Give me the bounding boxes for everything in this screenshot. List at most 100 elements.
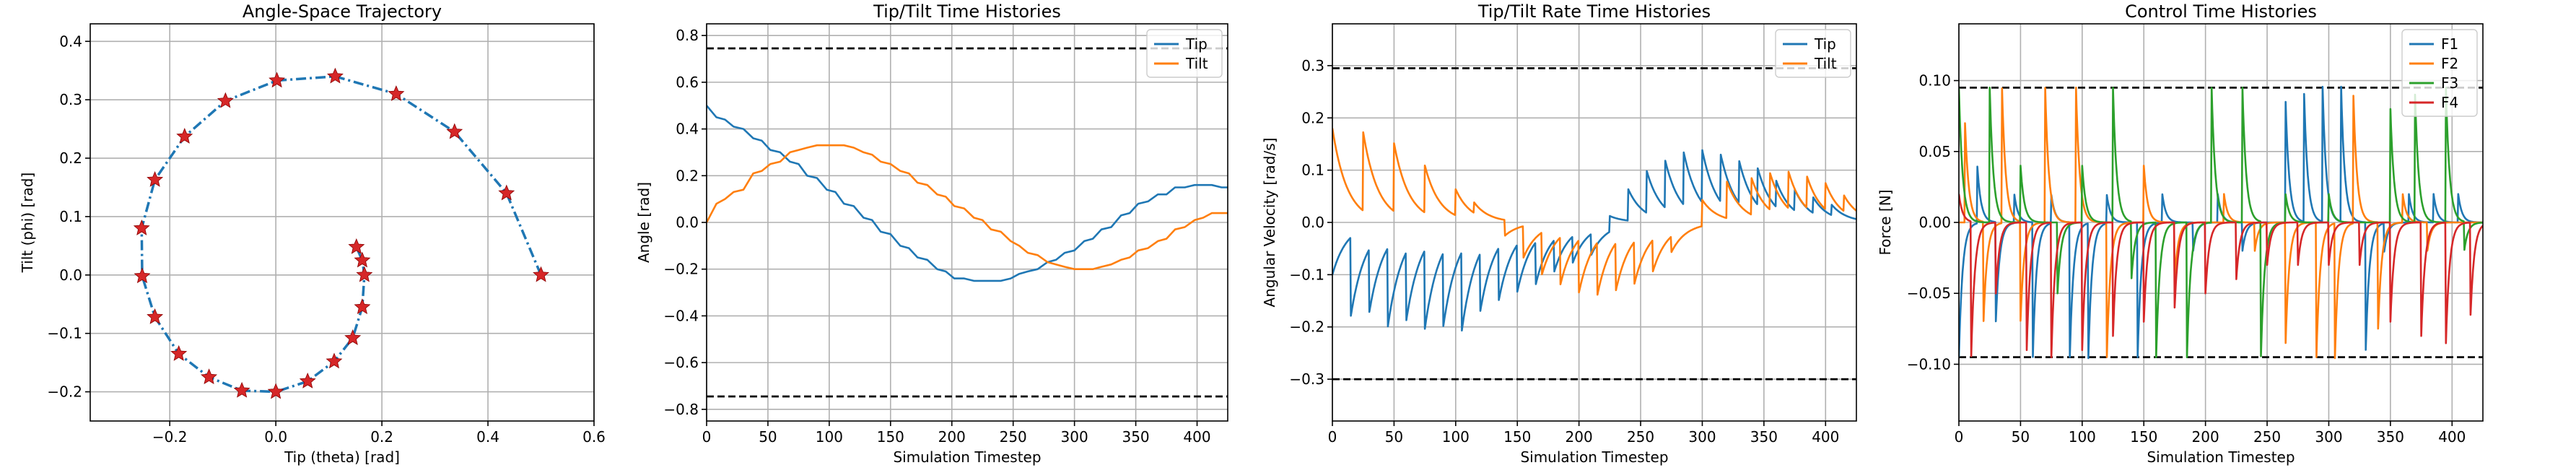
y-axis-label: Tilt (phi) [rad] (19, 173, 36, 274)
series-line-trajectory (140, 75, 543, 394)
plot-area (707, 105, 1228, 282)
x-axis-label: Simulation Timestep (893, 448, 1041, 466)
star-marker (348, 238, 365, 254)
plot-area (1332, 128, 1856, 331)
star-marker (498, 184, 515, 201)
star-marker (299, 372, 316, 389)
x-tick-label: 100 (816, 428, 843, 446)
x-tick-label: 0 (1328, 428, 1337, 446)
series-line-tip (707, 105, 1228, 282)
plot-area (133, 67, 550, 399)
star-marker (201, 368, 217, 385)
x-axis-label: Simulation Timestep (2147, 448, 2295, 466)
x-tick-label: 200 (938, 428, 966, 446)
x-tick-label: 200 (1566, 428, 1593, 446)
x-axis-label: Simulation Timestep (1520, 448, 1668, 466)
legend: F1 F2 F3 F4 (2401, 29, 2478, 117)
y-tick-label: 0.3 (59, 91, 82, 108)
x-tick-label: 250 (1000, 428, 1027, 446)
x-tick-label: 100 (2069, 428, 2096, 446)
star-marker (267, 383, 284, 399)
star-marker (217, 92, 234, 108)
legend-label: Tip (1814, 35, 1836, 53)
y-tick-label: 0.1 (1301, 162, 1324, 179)
plot-area (1959, 85, 2483, 360)
series-line-tilt (1332, 128, 1856, 296)
x-tick-label: 250 (1627, 428, 1654, 446)
legend-label: F4 (2441, 94, 2458, 111)
x-tick-label: 350 (2377, 428, 2404, 446)
y-tick-label: 0.8 (676, 27, 699, 44)
legend-box (1146, 29, 1223, 78)
x-axis-label: Tip (theta) [rad] (284, 448, 400, 466)
legend: Tip Tilt (1146, 29, 1223, 78)
x-tick-label: 50 (2012, 428, 2030, 446)
chart-1: −0.2 0.0 0.2 0.4 0.6 −0.2 −0.1 0.0 0.1 0.2 0.3 0.4 A… (19, 1, 606, 466)
star-marker (134, 267, 151, 284)
star-marker (268, 71, 286, 88)
y-tick-label: −0.1 (47, 325, 82, 342)
y-tick-label: 0.4 (676, 121, 699, 138)
star-marker (388, 85, 405, 101)
y-tick-label: −0.3 (1289, 370, 1324, 388)
y-tick-label: −0.1 (1289, 266, 1324, 283)
y-tick-label: 0.2 (59, 149, 82, 167)
star-marker (533, 266, 550, 282)
x-tick-label: 300 (1688, 428, 1716, 446)
legend-label: Tilt (1185, 55, 1208, 72)
x-tick-label: 0.4 (476, 428, 499, 446)
x-tick-label: 150 (877, 428, 904, 446)
legend-label: F3 (2441, 74, 2458, 92)
legend-label: Tilt (1814, 55, 1837, 72)
legend-label: F1 (2441, 35, 2458, 53)
star-marker (170, 344, 188, 361)
y-tick-label: −0.6 (663, 354, 699, 371)
y-tick-label: −0.2 (1289, 318, 1324, 336)
chart-title: Tip/Tilt Time Histories (873, 1, 1061, 22)
y-tick-label: 0.00 (1918, 214, 1951, 231)
series-line-f2 (1959, 87, 2483, 360)
star-marker (233, 381, 250, 398)
x-tick-label: 300 (1061, 428, 1088, 446)
y-tick-label: 0.3 (1301, 57, 1324, 74)
y-tick-label: 0.2 (1301, 109, 1324, 126)
star-marker (133, 220, 150, 235)
y-tick-label: 0.0 (1301, 214, 1324, 231)
x-tick-label: 150 (2130, 428, 2157, 446)
star-marker (147, 170, 164, 187)
y-tick-label: −0.2 (663, 261, 699, 278)
x-tick-label: 0 (702, 428, 712, 446)
x-tick-label: 400 (2438, 428, 2466, 446)
star-marker (344, 329, 362, 345)
chart-title: Angle-Space Trajectory (243, 1, 442, 22)
y-tick-label: −0.2 (47, 383, 82, 401)
chart-title: Control Time Histories (2125, 1, 2317, 22)
chart-2: 0 50 100 150 200 250 300 350 400 −0.8 −0.6 −0.4 −0.2… (635, 1, 1228, 466)
star-marker (354, 298, 371, 315)
y-tick-label: 0.05 (1918, 143, 1951, 160)
y-axis-label: Angular Velocity [rad/s] (1261, 138, 1278, 308)
x-tick-label: 350 (1122, 428, 1149, 446)
y-tick-label: 0.6 (676, 74, 699, 91)
chart-4: 0 50 100 150 200 250 300 350 400 −0.10 −0.05 0.00 0.… (1877, 1, 2484, 466)
x-tick-label: −0.2 (152, 428, 188, 446)
chart-title: Tip/Tilt Rate Time Histories (1477, 1, 1711, 22)
x-tick-label: 100 (1442, 428, 1470, 446)
star-marker (356, 266, 373, 282)
x-tick-label: 200 (2192, 428, 2219, 446)
series-line-tip (1332, 149, 1856, 331)
y-tick-label: −0.8 (663, 401, 699, 418)
x-tick-label: 0.6 (582, 428, 606, 446)
y-tick-label: 0.2 (676, 167, 699, 184)
y-tick-label: 0.10 (1918, 72, 1951, 90)
series-line-f4 (1959, 194, 2483, 359)
legend-label: F2 (2441, 55, 2458, 72)
x-tick-label: 350 (1750, 428, 1778, 446)
axes-frame (89, 23, 595, 422)
chart-3: 0 50 100 150 200 250 300 350 400 −0.3 −0.2 −0.1 0.0 0… (1261, 1, 1857, 466)
x-tick-label: 250 (2253, 428, 2281, 446)
x-tick-label: 0.2 (370, 428, 393, 446)
y-tick-label: 0.0 (59, 266, 82, 284)
x-tick-label: 50 (759, 428, 777, 446)
